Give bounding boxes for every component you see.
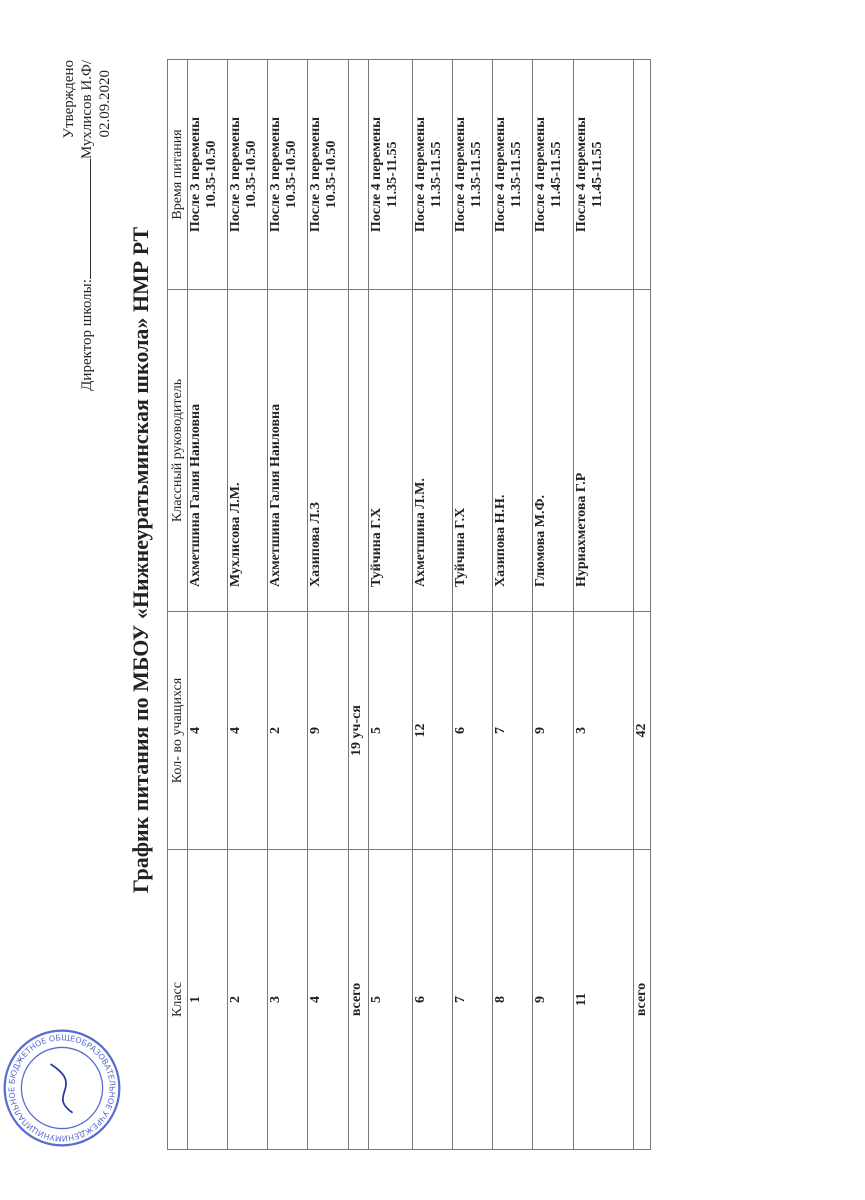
approval-date: 02.09.2020	[97, 70, 113, 138]
count-cell: 9	[532, 611, 574, 850]
header-time: Время питания	[167, 59, 188, 290]
class-cell: 3	[267, 849, 308, 1150]
teacher-cell	[348, 289, 369, 612]
time-cell: После 3 перемены 10.35-10.50	[227, 59, 268, 290]
director-name: Мухлисов И.Ф/	[79, 60, 95, 160]
time-cell: После 4 перемены 11.45-11.55	[532, 59, 574, 290]
time-break: После 4 перемены	[453, 116, 468, 233]
time-break: После 3 перемены	[308, 116, 323, 233]
teacher-cell	[633, 289, 651, 612]
teacher-cell: Туйчина Г.Х	[368, 289, 413, 612]
count-cell: 42	[633, 611, 651, 850]
time-cell: После 4 перемены 11.45-11.55	[573, 59, 634, 290]
time-cell: После 4 перемены 11.35-11.55	[368, 59, 413, 290]
header-class: Класс	[167, 849, 188, 1150]
count-cell: 5	[368, 611, 413, 850]
time-range: 11.35-11.55	[509, 141, 524, 208]
time-cell: После 4 перемены 11.35-11.55	[492, 59, 533, 290]
table-row: всего 19 уч-ся	[348, 59, 369, 1150]
time-cell: После 3 перемены 10.35-10.50	[187, 59, 228, 290]
teacher-cell: Ахметшина Л.М.	[412, 289, 453, 612]
table-row: 5 5 Туйчина Г.Х После 4 перемены 11.35-11.55	[368, 59, 413, 1150]
count-cell: 2	[267, 611, 308, 850]
stamp-inner-ring	[20, 1046, 104, 1130]
teacher-cell: Ахметшина Галия Наиловна	[267, 289, 308, 612]
approved-label: Утверждено	[61, 60, 77, 139]
time-cell: После 3 перемены 10.35-10.50	[307, 59, 349, 290]
class-cell: 5	[368, 849, 413, 1150]
stamp-outer-ring	[3, 1029, 121, 1147]
class-cell: 8	[492, 849, 533, 1150]
count-cell: 4	[187, 611, 228, 850]
director-label: Директор школы:	[79, 279, 95, 391]
teacher-cell: Ахметшина Галия Наиловна	[187, 289, 228, 612]
header-teacher: Классный руководитель	[167, 289, 188, 612]
count-cell: 9	[307, 611, 349, 850]
teacher-cell: Хазипова Н.Н.	[492, 289, 533, 612]
time-break: После 3 перемены	[268, 116, 283, 233]
time-break: После 4 перемены	[369, 116, 384, 233]
count-cell: 19 уч-ся	[348, 611, 369, 850]
table-row: 1 4 Ахметшина Галия Наиловна После 3 переме…	[187, 59, 228, 1150]
teacher-cell: Мухлисова Л.М.	[227, 289, 268, 612]
time-range: 10.35-10.50	[244, 140, 259, 209]
time-range: 11.35-11.55	[469, 141, 484, 208]
count-cell: 6	[452, 611, 493, 850]
time-break: После 4 перемены	[493, 116, 508, 233]
meal-schedule-table: Класс Кол- во учащихся Классный руководи…	[167, 59, 651, 1150]
page-title: График питания по МБОУ «Нижнеуратьминска…	[128, 226, 153, 894]
class-cell: 1	[187, 849, 228, 1150]
class-cell: 4	[307, 849, 349, 1150]
time-range: 11.35-11.55	[429, 141, 444, 208]
time-range: 10.35-10.50	[204, 140, 219, 209]
teacher-cell: Глюмова М.Ф.	[532, 289, 574, 612]
approval-block: Утверждено Директор школы:Мухлисов И.Ф/ …	[60, 60, 114, 430]
class-cell: 11	[573, 849, 634, 1150]
count-cell: 4	[227, 611, 268, 850]
table-row: 2 4 Мухлисова Л.М. После 3 перемены 10.35-10…	[227, 59, 268, 1150]
count-cell: 7	[492, 611, 533, 850]
time-cell: После 3 перемены 10.35-10.50	[267, 59, 308, 290]
header-count: Кол- во учащихся	[167, 611, 188, 850]
count-cell: 3	[573, 611, 634, 850]
table-row: всего 42	[633, 59, 651, 1150]
table-row: 11 3 Нуриахметова Г.Р После 4 перемены 11.45…	[573, 59, 634, 1150]
signature-line	[78, 159, 91, 280]
class-cell: всего	[633, 849, 651, 1150]
teacher-cell: Туйчина Г.Х	[452, 289, 493, 612]
class-cell: 7	[452, 849, 493, 1150]
time-break: После 4 перемены	[533, 116, 548, 233]
count-cell: 12	[412, 611, 453, 850]
class-cell: 6	[412, 849, 453, 1150]
time-cell	[348, 59, 369, 290]
table-header-row: Класс Кол- во учащихся Классный руководи…	[167, 59, 188, 1150]
table-row: 4 9 Хазипова Л.З После 3 перемены 10.35-10.5…	[307, 59, 349, 1150]
table-row: 9 9 Глюмова М.Ф. После 4 перемены 11.45-11.5…	[532, 59, 574, 1150]
time-break: После 3 перемены	[228, 116, 243, 233]
time-range: 11.35-11.55	[385, 141, 400, 208]
time-range: 11.45-11.55	[549, 141, 564, 208]
time-range: 10.35-10.50	[324, 140, 339, 209]
time-cell: После 4 перемены 11.35-11.55	[452, 59, 493, 290]
school-seal-stamp: МУНИЦИПАЛЬНОЕ БЮДЖЕТНОЕ ОБЩЕОБРАЗОВАТЕЛЬ…	[2, 1029, 121, 1148]
class-cell: всего	[348, 849, 369, 1150]
time-break: После 4 перемены	[574, 116, 589, 233]
table-row: 8 7 Хазипова Н.Н. После 4 перемены 11.35-11.…	[492, 59, 533, 1150]
time-range: 11.45-11.55	[590, 141, 605, 208]
table-row: 7 6 Туйчина Г.Х После 4 перемены 11.35-11.55	[452, 59, 493, 1150]
class-cell: 9	[532, 849, 574, 1150]
table-row: 6 12 Ахметшина Л.М. После 4 перемены 11.35-1…	[412, 59, 453, 1150]
signature-mark	[50, 1063, 74, 1114]
class-cell: 2	[227, 849, 268, 1150]
director-line: Директор школы: Мухлисов И.Ф/	[78, 60, 96, 430]
teacher-cell: Нуриахметова Г.Р	[573, 289, 634, 612]
time-range: 10.35-10.50	[284, 140, 299, 209]
time-break: После 3 перемены	[188, 116, 203, 233]
table-row: 3 2 Ахметшина Галия Наиловна После 3 переме…	[267, 59, 308, 1150]
time-cell: После 4 перемены 11.35-11.55	[412, 59, 453, 290]
time-break: После 4 перемены	[413, 116, 428, 233]
time-cell	[633, 59, 651, 290]
teacher-cell: Хазипова Л.З	[307, 289, 349, 612]
